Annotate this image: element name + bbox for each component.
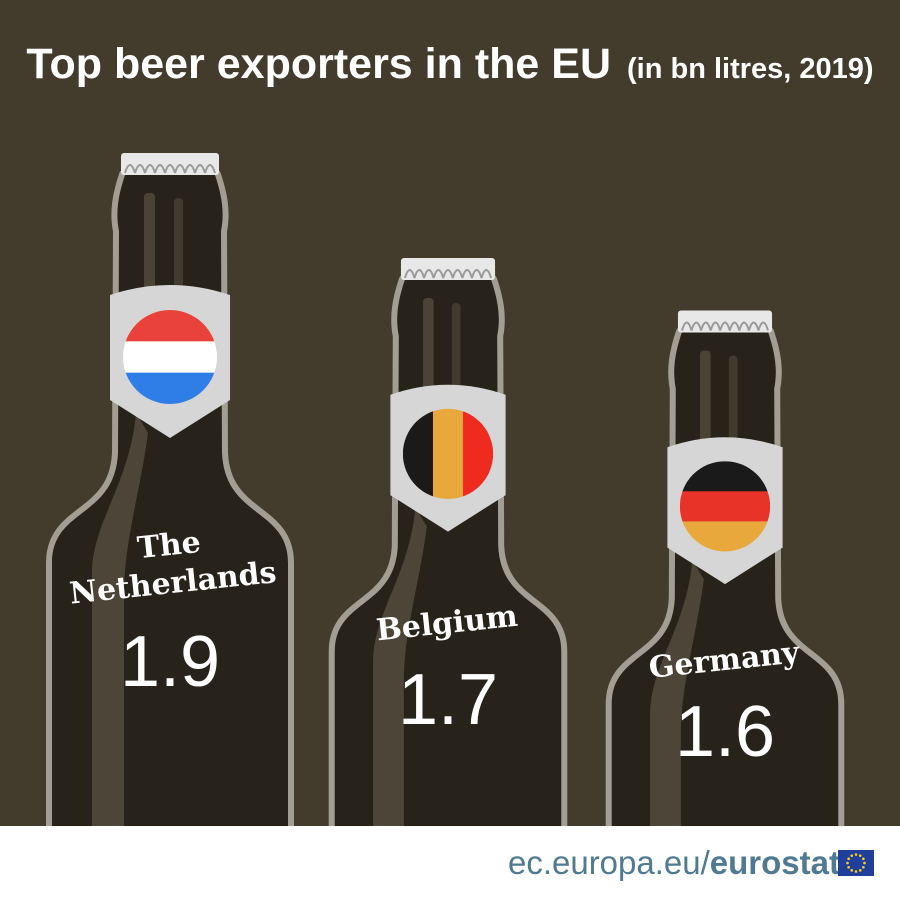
- value-label-germany: 1.6: [675, 692, 775, 772]
- footer: ec.europa.eu/eurostat: [0, 826, 900, 900]
- bottle-highlight: [92, 413, 148, 826]
- flag-the-netherlands: [123, 310, 217, 404]
- chart-title-line: Top beer exporters in the EU (in bn litr…: [26, 40, 873, 88]
- cap-crimp: [404, 269, 492, 279]
- bottle-highlight: [373, 507, 427, 826]
- footer-credit[interactable]: ec.europa.eu/eurostat: [508, 844, 840, 882]
- flag-belgium: [402, 408, 494, 499]
- flag-germany: [679, 461, 771, 552]
- cap-crimp: [124, 164, 216, 174]
- chart-subtitle: (in bn litres, 2019): [627, 53, 874, 85]
- footer-brand: eurostat: [709, 844, 840, 881]
- value-label-the-netherlands: 1.9: [120, 622, 220, 702]
- beer-bottle-chart: Top beer exporters in the EU (in bn litr…: [0, 0, 900, 826]
- chart-title: Top beer exporters in the EU: [26, 40, 611, 88]
- cap-crimp: [681, 321, 769, 331]
- bottle-highlight: [650, 560, 704, 826]
- footer-domain: ec.europa.eu/: [507, 844, 710, 881]
- value-label-belgium: 1.7: [398, 660, 498, 740]
- eu-flag-icon: [838, 850, 874, 876]
